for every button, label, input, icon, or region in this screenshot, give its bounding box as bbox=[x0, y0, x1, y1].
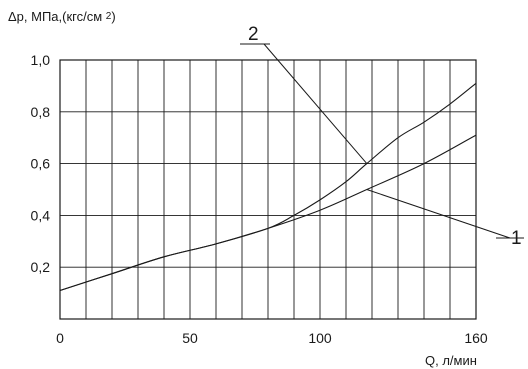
y-tick-label: 0,2 bbox=[31, 259, 51, 275]
callout-label-1: 1 bbox=[511, 228, 522, 249]
y-axis-title: Δp, МПа,(кгс/см 2) bbox=[8, 9, 116, 24]
callout-leaders bbox=[240, 43, 524, 239]
y-tick-label: 0,8 bbox=[31, 104, 51, 120]
x-tick-label: 160 bbox=[464, 330, 488, 346]
callout-leader-1 bbox=[366, 189, 511, 239]
callout-label-2: 2 bbox=[248, 24, 259, 45]
curve-2 bbox=[59, 82, 477, 292]
y-tick-label: 0,4 bbox=[31, 207, 51, 223]
grid bbox=[60, 60, 476, 319]
curves bbox=[59, 82, 477, 292]
callout-leader-2 bbox=[263, 43, 368, 164]
x-tick-label: 100 bbox=[308, 330, 332, 346]
x-axis-title: Q, л/мин bbox=[425, 353, 477, 368]
y-tick-label: 1,0 bbox=[31, 52, 51, 68]
x-tick-label: 0 bbox=[56, 330, 64, 346]
y-tick-label: 0,6 bbox=[31, 156, 51, 172]
plot-frame bbox=[59, 59, 477, 320]
tick-labels: 0 50 100 160 0,2 0,4 0,6 0,8 1,0 bbox=[31, 52, 488, 346]
x-tick-label: 50 bbox=[182, 330, 198, 346]
callout-labels: 12 bbox=[248, 24, 522, 249]
